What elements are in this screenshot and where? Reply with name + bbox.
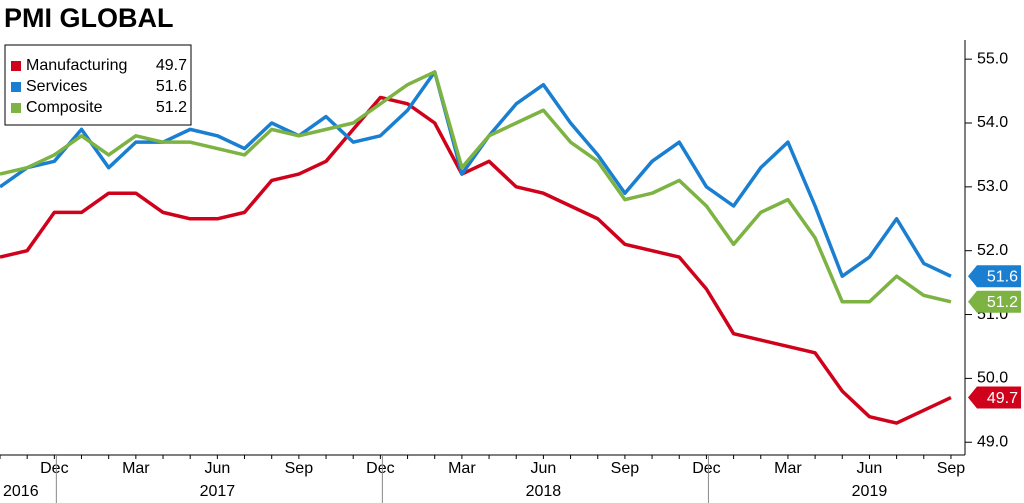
legend-box: [4, 44, 192, 126]
value-tag: [968, 290, 1021, 313]
line-series: [0, 70, 952, 304]
year-label: 2018: [526, 483, 562, 500]
x-tick-label: Jun: [531, 460, 557, 477]
legend: Manufacturing 49.7 Services 51.6 Composite 51…: [4, 44, 192, 126]
year-label: 2017: [200, 483, 236, 500]
x-tick-label: Jun: [204, 460, 230, 477]
x-tick-label: Dec: [692, 460, 720, 477]
y-tick-label: 55.0: [977, 50, 1008, 67]
y-tick-label: 53.0: [977, 178, 1008, 195]
legend-swatch: [11, 103, 21, 113]
legend-value: 51.2: [156, 99, 187, 116]
legend-label: Services: [26, 78, 87, 95]
legend-swatch: [11, 61, 21, 71]
y-tick-label: 49.0: [977, 433, 1008, 450]
legend-value: 49.7: [156, 57, 187, 74]
chart-title: PMI GLOBAL: [4, 3, 174, 33]
x-tick-label: Mar: [448, 460, 476, 477]
x-tick-label: Sep: [937, 460, 966, 477]
y-tick-label: 52.0: [977, 242, 1008, 259]
year-label: 2019: [852, 483, 888, 500]
value-tag-label: 49.7: [987, 390, 1018, 407]
line-series: [0, 95, 952, 425]
legend-value: 51.6: [156, 78, 187, 95]
value-tag: [968, 386, 1021, 409]
y-tick-label: 54.0: [977, 114, 1008, 131]
x-tick-label: Sep: [611, 460, 640, 477]
value-tag-label: 51.2: [987, 294, 1018, 311]
x-tick-label: Jun: [857, 460, 883, 477]
legend-label: Composite: [26, 99, 103, 116]
x-tick-label: Mar: [774, 460, 802, 477]
x-tick-label: Dec: [40, 460, 68, 477]
legend-label: Manufacturing: [26, 57, 127, 74]
value-tag-label: 51.6: [987, 268, 1018, 285]
x-tick-label: Sep: [285, 460, 314, 477]
value-tag: [968, 265, 1021, 288]
y-tick-label: 50.0: [977, 370, 1008, 387]
x-tick-label: Dec: [366, 460, 394, 477]
year-label: 2016: [3, 483, 39, 500]
legend-swatch: [11, 82, 21, 92]
x-tick-label: Mar: [122, 460, 150, 477]
